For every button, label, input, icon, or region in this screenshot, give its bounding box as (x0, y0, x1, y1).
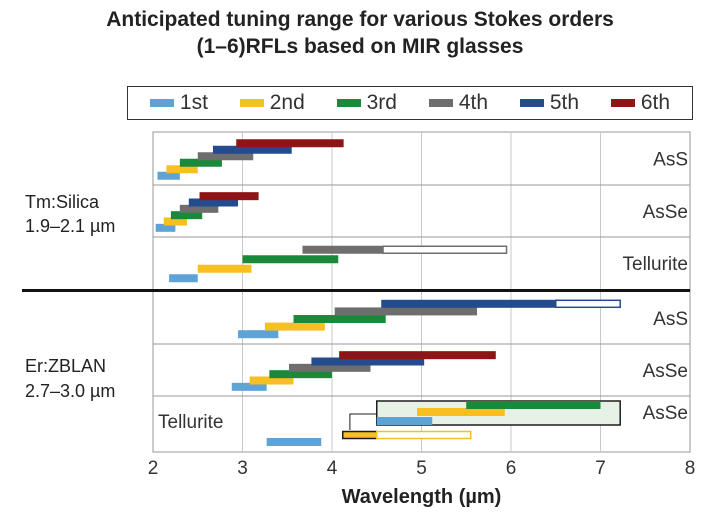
group-label-line-1: Er:ZBLAN (25, 356, 106, 376)
bar-panel-3-order-4 (302, 245, 384, 254)
panel-glass-label: AsSe (643, 202, 688, 223)
x-tick-label: 8 (685, 458, 696, 479)
x-tick-label: 2 (148, 458, 159, 479)
bar-panel-4-order-5 (381, 299, 556, 308)
legend-item-3rd: 3rd (336, 91, 397, 115)
bar-panel-1-order-4 (197, 152, 254, 161)
bar-panel-6-order-1 (266, 438, 322, 446)
legend-label-1st: 1st (179, 91, 208, 114)
bar-panel-5-order-6 (339, 351, 496, 360)
bar-panel-1-order-3 (179, 158, 222, 167)
bar-panel-4-order-1 (238, 330, 279, 339)
legend-swatch-3rd (336, 99, 361, 107)
legend-label-4th: 4th (458, 91, 489, 114)
legend-swatch-1st (149, 99, 174, 107)
legend: 1st 2nd 3rd 4th 5th 6th (127, 86, 693, 120)
bar-panel-6-order-3 (466, 401, 601, 409)
chart-title: Anticipated tuning range for various Sto… (0, 6, 720, 60)
inset-connector (349, 413, 377, 430)
chart-title-line-2: (1–6)RFLs based on MIR glasses (196, 35, 524, 58)
bar-panel-2-order-5 (188, 198, 239, 207)
bar-panel-2-order-2 (163, 217, 188, 226)
bar-panel-4-order-5-extension (555, 299, 621, 309)
legend-label-6th: 6th (640, 91, 671, 114)
bar-panel-3-order-2 (197, 264, 252, 273)
bar-panel-1-order-6 (236, 139, 344, 148)
legend-label-3rd: 3rd (366, 91, 397, 114)
bar-panel-5-order-5 (311, 357, 425, 366)
legend-item-4th: 4th (428, 91, 489, 115)
group-label-line-1: Tm:Silica (25, 192, 100, 212)
bar-panel-5-order-4 (289, 363, 371, 372)
panel-glass-label: AsS (653, 150, 688, 171)
group-label-line-2: 2.7–3.0 µm (25, 381, 115, 401)
legend-item-6th: 6th (610, 91, 671, 115)
panel-glass-label: Tellurite (158, 412, 223, 433)
bar-panel-4-order-4 (334, 307, 477, 316)
x-tick-label: 7 (595, 458, 606, 479)
legend-item-1st: 1st (149, 91, 208, 115)
group-label-line-2: 1.9–2.1 µm (25, 216, 115, 236)
panel-glass-label: Tellurite (623, 254, 688, 275)
legend-item-5th: 5th (519, 91, 580, 115)
bar-panel-5-order-3 (269, 370, 332, 379)
panel-glass-label: AsS (653, 309, 688, 330)
inset-glass-label: AsSe (643, 403, 688, 424)
x-tick-label: 6 (506, 458, 517, 479)
bar-panel-5-order-2 (249, 376, 294, 385)
legend-swatch-2nd (239, 99, 264, 107)
bar-panel-2-order-6 (199, 192, 259, 201)
bar-panel-6-order-2-extension (376, 430, 472, 440)
bar-panel-2-order-3 (170, 211, 203, 220)
legend-swatch-5th (519, 99, 544, 107)
bar-panel-6-order-1 (376, 417, 433, 425)
x-tick-label: 4 (327, 458, 338, 479)
x-axis-label: Wavelength (µm) (341, 486, 502, 508)
bar-panel-2-order-4 (179, 204, 219, 213)
panel-glass-label: AsSe (643, 361, 688, 382)
legend-label-2nd: 2nd (269, 91, 305, 114)
bar-panel-1-order-2 (166, 165, 198, 174)
bar-panel-6-order-2 (341, 430, 378, 440)
bar-panel-1-order-5 (212, 145, 292, 154)
x-tick-label: 3 (237, 458, 248, 479)
bar-panel-4-order-2 (264, 322, 325, 331)
legend-item-2nd: 2nd (239, 91, 305, 115)
bar-panel-1-order-1 (157, 171, 180, 180)
bar-panel-3-order-4-extension (382, 245, 508, 254)
bar-panel-2-order-1 (155, 223, 176, 232)
bar-panel-5-order-1 (231, 382, 267, 391)
bar-panel-3-order-3 (242, 255, 339, 264)
x-tick-label: 5 (416, 458, 427, 479)
legend-swatch-4th (428, 99, 453, 107)
chart-title-line-1: Anticipated tuning range for various Sto… (106, 8, 614, 31)
bar-panel-4-order-3 (293, 315, 386, 323)
legend-label-5th: 5th (549, 91, 580, 114)
legend-swatch-6th (610, 99, 635, 107)
bar-panel-6-order-2 (417, 408, 505, 416)
bar-panel-3-order-1 (169, 274, 198, 283)
